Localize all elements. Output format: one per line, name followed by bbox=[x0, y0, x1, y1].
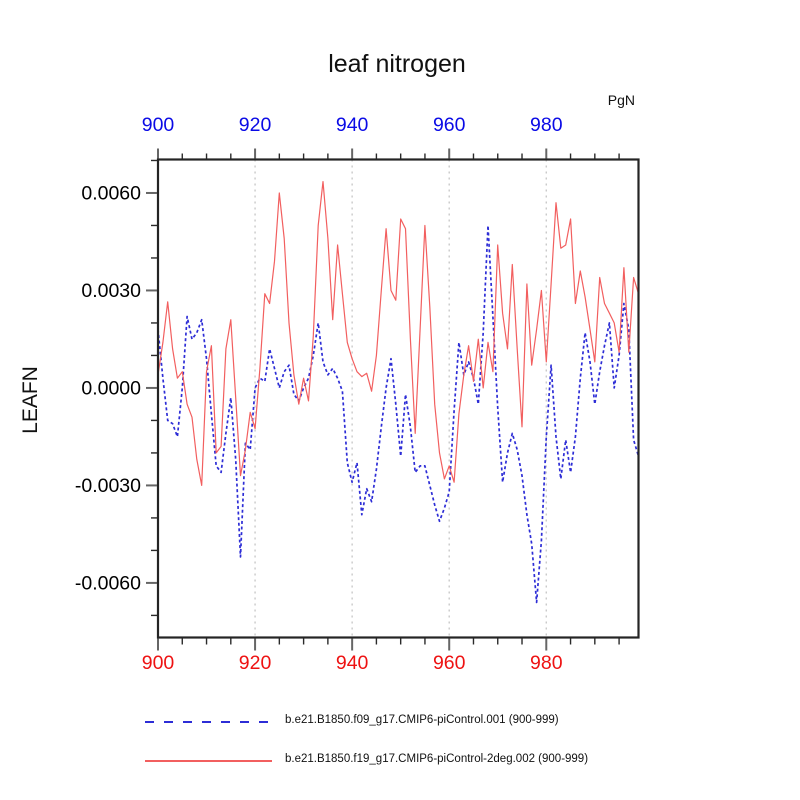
svg-text:940: 940 bbox=[336, 114, 369, 136]
legend-label-picontrol-2deg-002: b.e21.B1850.f19_g17.CMIP6-piControl-2deg… bbox=[285, 753, 589, 765]
svg-text:0.0030: 0.0030 bbox=[81, 280, 141, 302]
chart-title: leaf nitrogen bbox=[328, 50, 466, 78]
svg-text:940: 940 bbox=[336, 652, 369, 674]
legend-label-picontrol-001: b.e21.B1850.f09_g17.CMIP6-piControl.001 … bbox=[285, 714, 559, 726]
svg-text:-0.0030: -0.0030 bbox=[75, 475, 141, 497]
y-axis-title: LEAFN bbox=[19, 366, 42, 434]
svg-text:900: 900 bbox=[142, 114, 175, 136]
legend-line-sample-dashed bbox=[145, 721, 272, 723]
units-label: PgN bbox=[607, 92, 635, 108]
svg-text:980: 980 bbox=[530, 114, 563, 136]
svg-text:0.0060: 0.0060 bbox=[81, 182, 141, 204]
svg-text:900: 900 bbox=[142, 652, 175, 674]
svg-text:980: 980 bbox=[530, 652, 563, 674]
svg-text:920: 920 bbox=[239, 114, 272, 136]
legend-line-sample-solid bbox=[145, 760, 272, 762]
svg-text:960: 960 bbox=[433, 114, 466, 136]
svg-text:-0.0060: -0.0060 bbox=[75, 572, 141, 594]
svg-text:920: 920 bbox=[239, 652, 272, 674]
svg-text:960: 960 bbox=[433, 652, 466, 674]
svg-text:0.0000: 0.0000 bbox=[81, 377, 141, 399]
